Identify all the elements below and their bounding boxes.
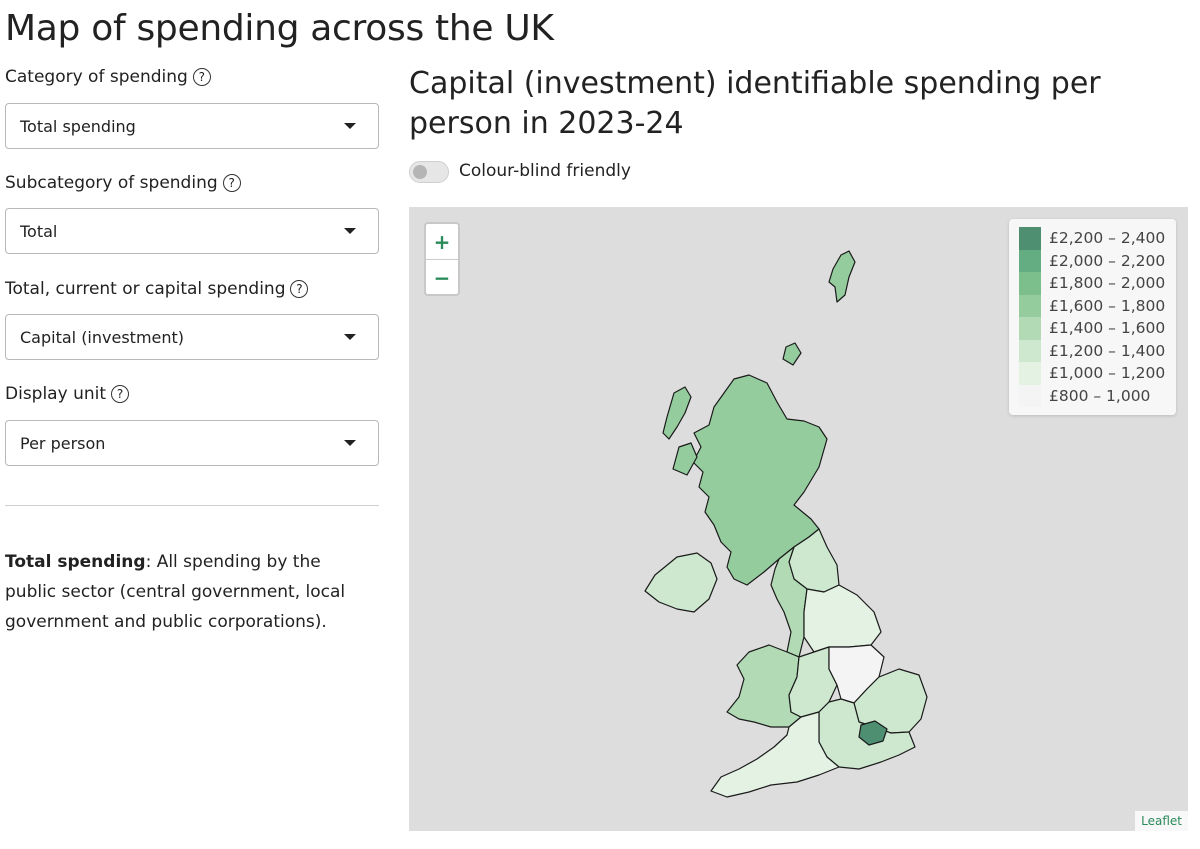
legend-label: £1,400 – 1,600	[1049, 319, 1166, 338]
legend-item: £2,000 – 2,200	[1019, 249, 1166, 272]
legend-item: £2,200 – 2,400	[1019, 227, 1166, 250]
caret-down-icon	[344, 123, 356, 129]
display-unit-label-text: Display unit	[5, 384, 107, 404]
zoom-out-button[interactable]: −	[433, 265, 451, 290]
zoom-control: + −	[424, 222, 460, 296]
legend-label: £2,200 – 2,400	[1049, 229, 1166, 248]
colour-blind-toggle[interactable]	[409, 161, 449, 183]
region-scotland-islands[interactable]	[662, 386, 692, 440]
help-icon[interactable]: ?	[222, 174, 241, 192]
legend-item: £1,000 – 1,200	[1019, 362, 1166, 385]
region-yorkshire-and-the-humber[interactable]	[803, 584, 882, 653]
caret-down-icon	[344, 334, 356, 340]
page-title: Map of spending across the UK	[5, 8, 554, 49]
legend-label: £800 – 1,000	[1049, 386, 1151, 405]
legend-label: £1,800 – 2,000	[1049, 274, 1166, 293]
legend-swatch	[1019, 339, 1041, 362]
help-icon[interactable]: ?	[290, 280, 309, 298]
region-scotland-islands[interactable]	[672, 442, 698, 476]
zoom-in-button[interactable]: +	[426, 224, 458, 260]
divider	[5, 505, 379, 506]
description: Total spending: All spending by the publ…	[5, 547, 375, 637]
region-south-west[interactable]	[710, 711, 840, 798]
legend-swatch	[1019, 227, 1041, 250]
description-text: : All spending by the public sector (cen…	[5, 552, 346, 632]
legend-item: £1,400 – 1,600	[1019, 317, 1166, 340]
colour-blind-toggle-label: Colour-blind friendly	[459, 161, 631, 181]
legend-label: £1,600 – 1,800	[1049, 296, 1166, 315]
display-unit-label: Display unit ?	[5, 384, 130, 404]
category-select-value: Total spending	[20, 116, 136, 136]
legend-swatch	[1019, 362, 1041, 385]
legend-label: £2,000 – 2,200	[1049, 251, 1166, 270]
help-icon[interactable]: ?	[111, 385, 130, 403]
subcategory-select-value: Total	[20, 221, 58, 241]
spending-type-label-text: Total, current or capital spending	[5, 279, 286, 299]
toggle-knob	[413, 165, 427, 179]
legend-swatch	[1019, 272, 1041, 295]
spending-type-select-value: Capital (investment)	[20, 327, 185, 347]
subcategory-select[interactable]: Total	[5, 208, 379, 254]
region-london[interactable]	[858, 720, 888, 746]
leaflet-attribution-link[interactable]: Leaflet	[1135, 811, 1188, 831]
legend-label: £1,200 – 1,400	[1049, 341, 1166, 360]
caret-down-icon	[344, 228, 356, 234]
caret-down-icon	[344, 440, 356, 446]
region-northern-ireland[interactable]	[644, 552, 718, 613]
region-wales[interactable]	[726, 644, 802, 728]
display-unit-select-value: Per person	[20, 433, 106, 453]
category-select[interactable]: Total spending	[5, 103, 379, 149]
uk-map	[644, 250, 928, 798]
region-scotland-islands[interactable]	[828, 250, 856, 303]
legend-swatch	[1019, 384, 1041, 407]
legend-item: £1,200 – 1,400	[1019, 339, 1166, 362]
legend-swatch	[1019, 294, 1041, 317]
display-unit-select[interactable]: Per person	[5, 420, 379, 466]
help-icon[interactable]: ?	[192, 68, 211, 86]
chart-title: Capital (investment) identifiable spendi…	[409, 66, 1101, 141]
subcategory-label: Subcategory of spending ?	[5, 173, 241, 193]
category-label-text: Category of spending	[5, 67, 188, 87]
category-label: Category of spending ?	[5, 67, 211, 87]
region-scotland[interactable]	[692, 374, 828, 586]
spending-type-label: Total, current or capital spending ?	[5, 279, 309, 299]
description-term: Total spending	[5, 552, 146, 572]
legend-item: £1,800 – 2,000	[1019, 272, 1166, 295]
legend: £2,200 – 2,400 £2,000 – 2,200 £1,800 – 2,0…	[1009, 219, 1176, 415]
legend-item: £800 – 1,000	[1019, 384, 1166, 407]
legend-swatch	[1019, 317, 1041, 340]
spending-type-select[interactable]: Capital (investment)	[5, 314, 379, 360]
map[interactable]: + − £2,200 – 2,400 £2,000 – 2,200 £1,800 –…	[409, 207, 1188, 831]
legend-label: £1,000 – 1,200	[1049, 364, 1166, 383]
legend-swatch	[1019, 249, 1041, 272]
legend-item: £1,600 – 1,800	[1019, 294, 1166, 317]
subcategory-label-text: Subcategory of spending	[5, 173, 218, 193]
region-scotland-islands[interactable]	[782, 342, 802, 366]
